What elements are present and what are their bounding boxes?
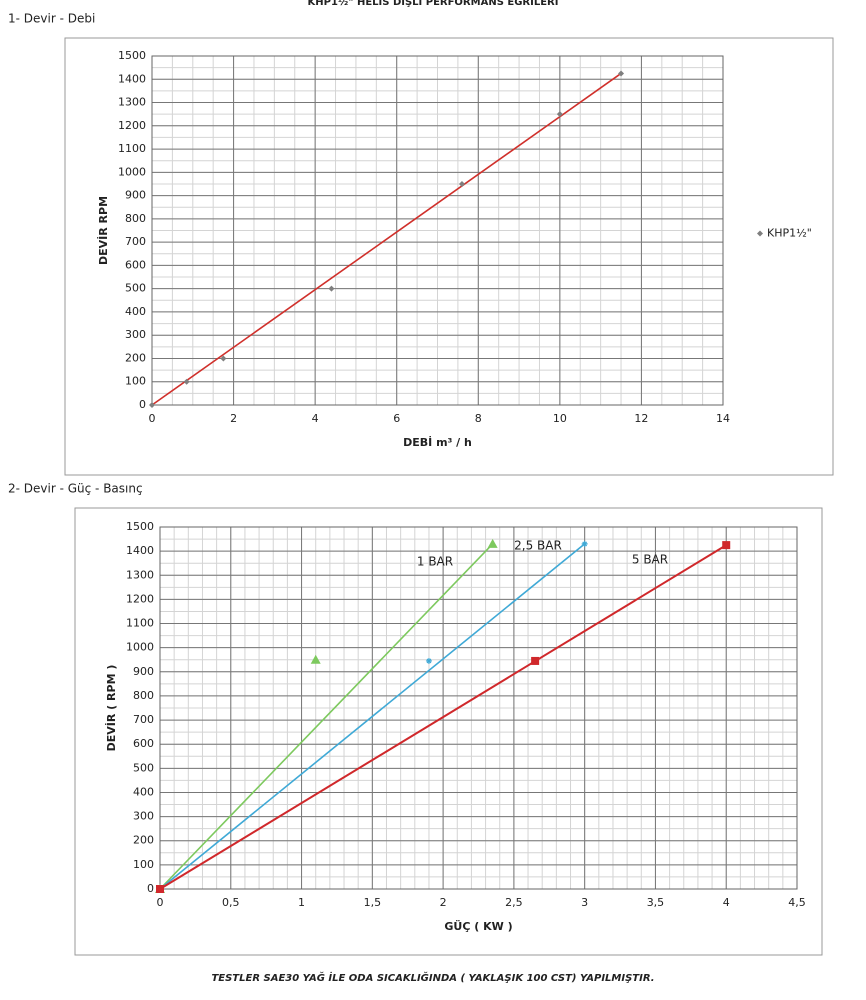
- y-tick-label: 1000: [118, 165, 146, 178]
- y-axis-label: DEVİR RPM: [96, 196, 110, 265]
- trendline: [159, 543, 586, 890]
- data-point: [487, 538, 498, 548]
- trendline: [159, 544, 727, 890]
- y-tick-label: 600: [133, 737, 154, 750]
- y-tick-label: 1200: [126, 592, 154, 605]
- x-tick-label: 2: [440, 896, 447, 909]
- legend-symbol: [757, 230, 763, 237]
- x-tick-label: 0,5: [222, 896, 240, 909]
- y-tick-label: 900: [125, 189, 146, 202]
- y-tick-label: 300: [125, 328, 146, 341]
- plot-frame: [159, 526, 798, 890]
- y-tick-label: 1500: [118, 49, 146, 62]
- y-tick-label: 1400: [118, 72, 146, 85]
- x-tick-label: 3: [581, 896, 588, 909]
- y-tick-label: 200: [133, 834, 154, 847]
- section-heading: 2- Devir - Güç - Basınç: [8, 482, 143, 496]
- x-tick-label: 6: [393, 412, 400, 425]
- x-tick-label: 4,5: [788, 896, 806, 909]
- y-tick-label: 300: [133, 810, 154, 823]
- y-tick-label: 0: [139, 398, 146, 411]
- data-point: [156, 885, 164, 893]
- y-tick-label: 0: [147, 882, 154, 895]
- chart-frame: [74, 507, 823, 956]
- data-point: [220, 355, 227, 362]
- data-point: [531, 656, 540, 665]
- data-point: [310, 654, 321, 664]
- y-tick-label: 700: [125, 235, 146, 248]
- page-title: KHP1½" HELİS DİŞLİ PERFORMANS EĞRİLERİ: [308, 0, 559, 8]
- y-tick-label: 1100: [118, 142, 146, 155]
- x-tick-label: 8: [475, 412, 482, 425]
- data-point: [556, 111, 563, 118]
- trendline: [151, 72, 622, 406]
- section-heading: 1- Devir - Debi: [8, 12, 95, 26]
- data-point: [425, 657, 432, 664]
- y-tick-label: 800: [125, 212, 146, 225]
- y-tick-label: 1300: [126, 568, 154, 581]
- y-tick-label: 900: [133, 665, 154, 678]
- x-axis-label: GÜÇ ( KW ): [444, 919, 512, 933]
- series-label: 2,5 BAR: [514, 539, 562, 553]
- y-tick-label: 1200: [118, 119, 146, 132]
- x-tick-label: 12: [634, 412, 648, 425]
- x-tick-label: 2,5: [505, 896, 523, 909]
- y-tick-label: 700: [133, 713, 154, 726]
- y-tick-label: 100: [125, 375, 146, 388]
- y-tick-label: 100: [133, 858, 154, 871]
- data-point: [183, 378, 190, 385]
- x-tick-label: 4: [723, 896, 730, 909]
- data-point: [328, 285, 335, 292]
- series-label: 1 BAR: [417, 555, 453, 569]
- x-tick-label: 3,5: [647, 896, 665, 909]
- x-tick-label: 14: [716, 412, 730, 425]
- data-point: [581, 540, 588, 547]
- y-tick-label: 400: [133, 785, 154, 798]
- y-tick-label: 1500: [126, 520, 154, 533]
- data-point: [618, 70, 625, 77]
- x-tick-label: 0: [157, 896, 164, 909]
- data-point: [149, 402, 155, 408]
- y-tick-label: 200: [125, 351, 146, 364]
- y-tick-label: 1300: [118, 96, 146, 109]
- y-tick-label: 1100: [126, 617, 154, 630]
- y-tick-label: 400: [125, 305, 146, 318]
- series-label: 5 BAR: [632, 553, 668, 567]
- trendline: [159, 543, 494, 890]
- x-tick-label: 2: [230, 412, 237, 425]
- legend-label: KHP1½": [767, 227, 812, 240]
- y-tick-label: 1400: [126, 544, 154, 557]
- y-tick-label: 600: [125, 258, 146, 271]
- x-axis-label: DEBİ m³ / h: [403, 435, 472, 449]
- data-point: [722, 541, 731, 550]
- x-tick-label: 0: [149, 412, 156, 425]
- y-tick-label: 500: [133, 761, 154, 774]
- x-tick-label: 1: [298, 896, 305, 909]
- footer-note: TESTLER SAE30 YAĞ İLE ODA SICAKLIĞINDA (…: [211, 970, 654, 984]
- chart-frame: [64, 37, 834, 476]
- y-tick-label: 500: [125, 282, 146, 295]
- y-axis-label: DEVİR ( RPM ): [104, 665, 118, 752]
- x-tick-label: 1,5: [364, 896, 382, 909]
- y-tick-label: 800: [133, 689, 154, 702]
- plot-frame: [151, 55, 724, 406]
- y-tick-label: 1000: [126, 641, 154, 654]
- data-point: [458, 180, 465, 187]
- x-tick-label: 4: [312, 412, 319, 425]
- x-tick-label: 10: [553, 412, 567, 425]
